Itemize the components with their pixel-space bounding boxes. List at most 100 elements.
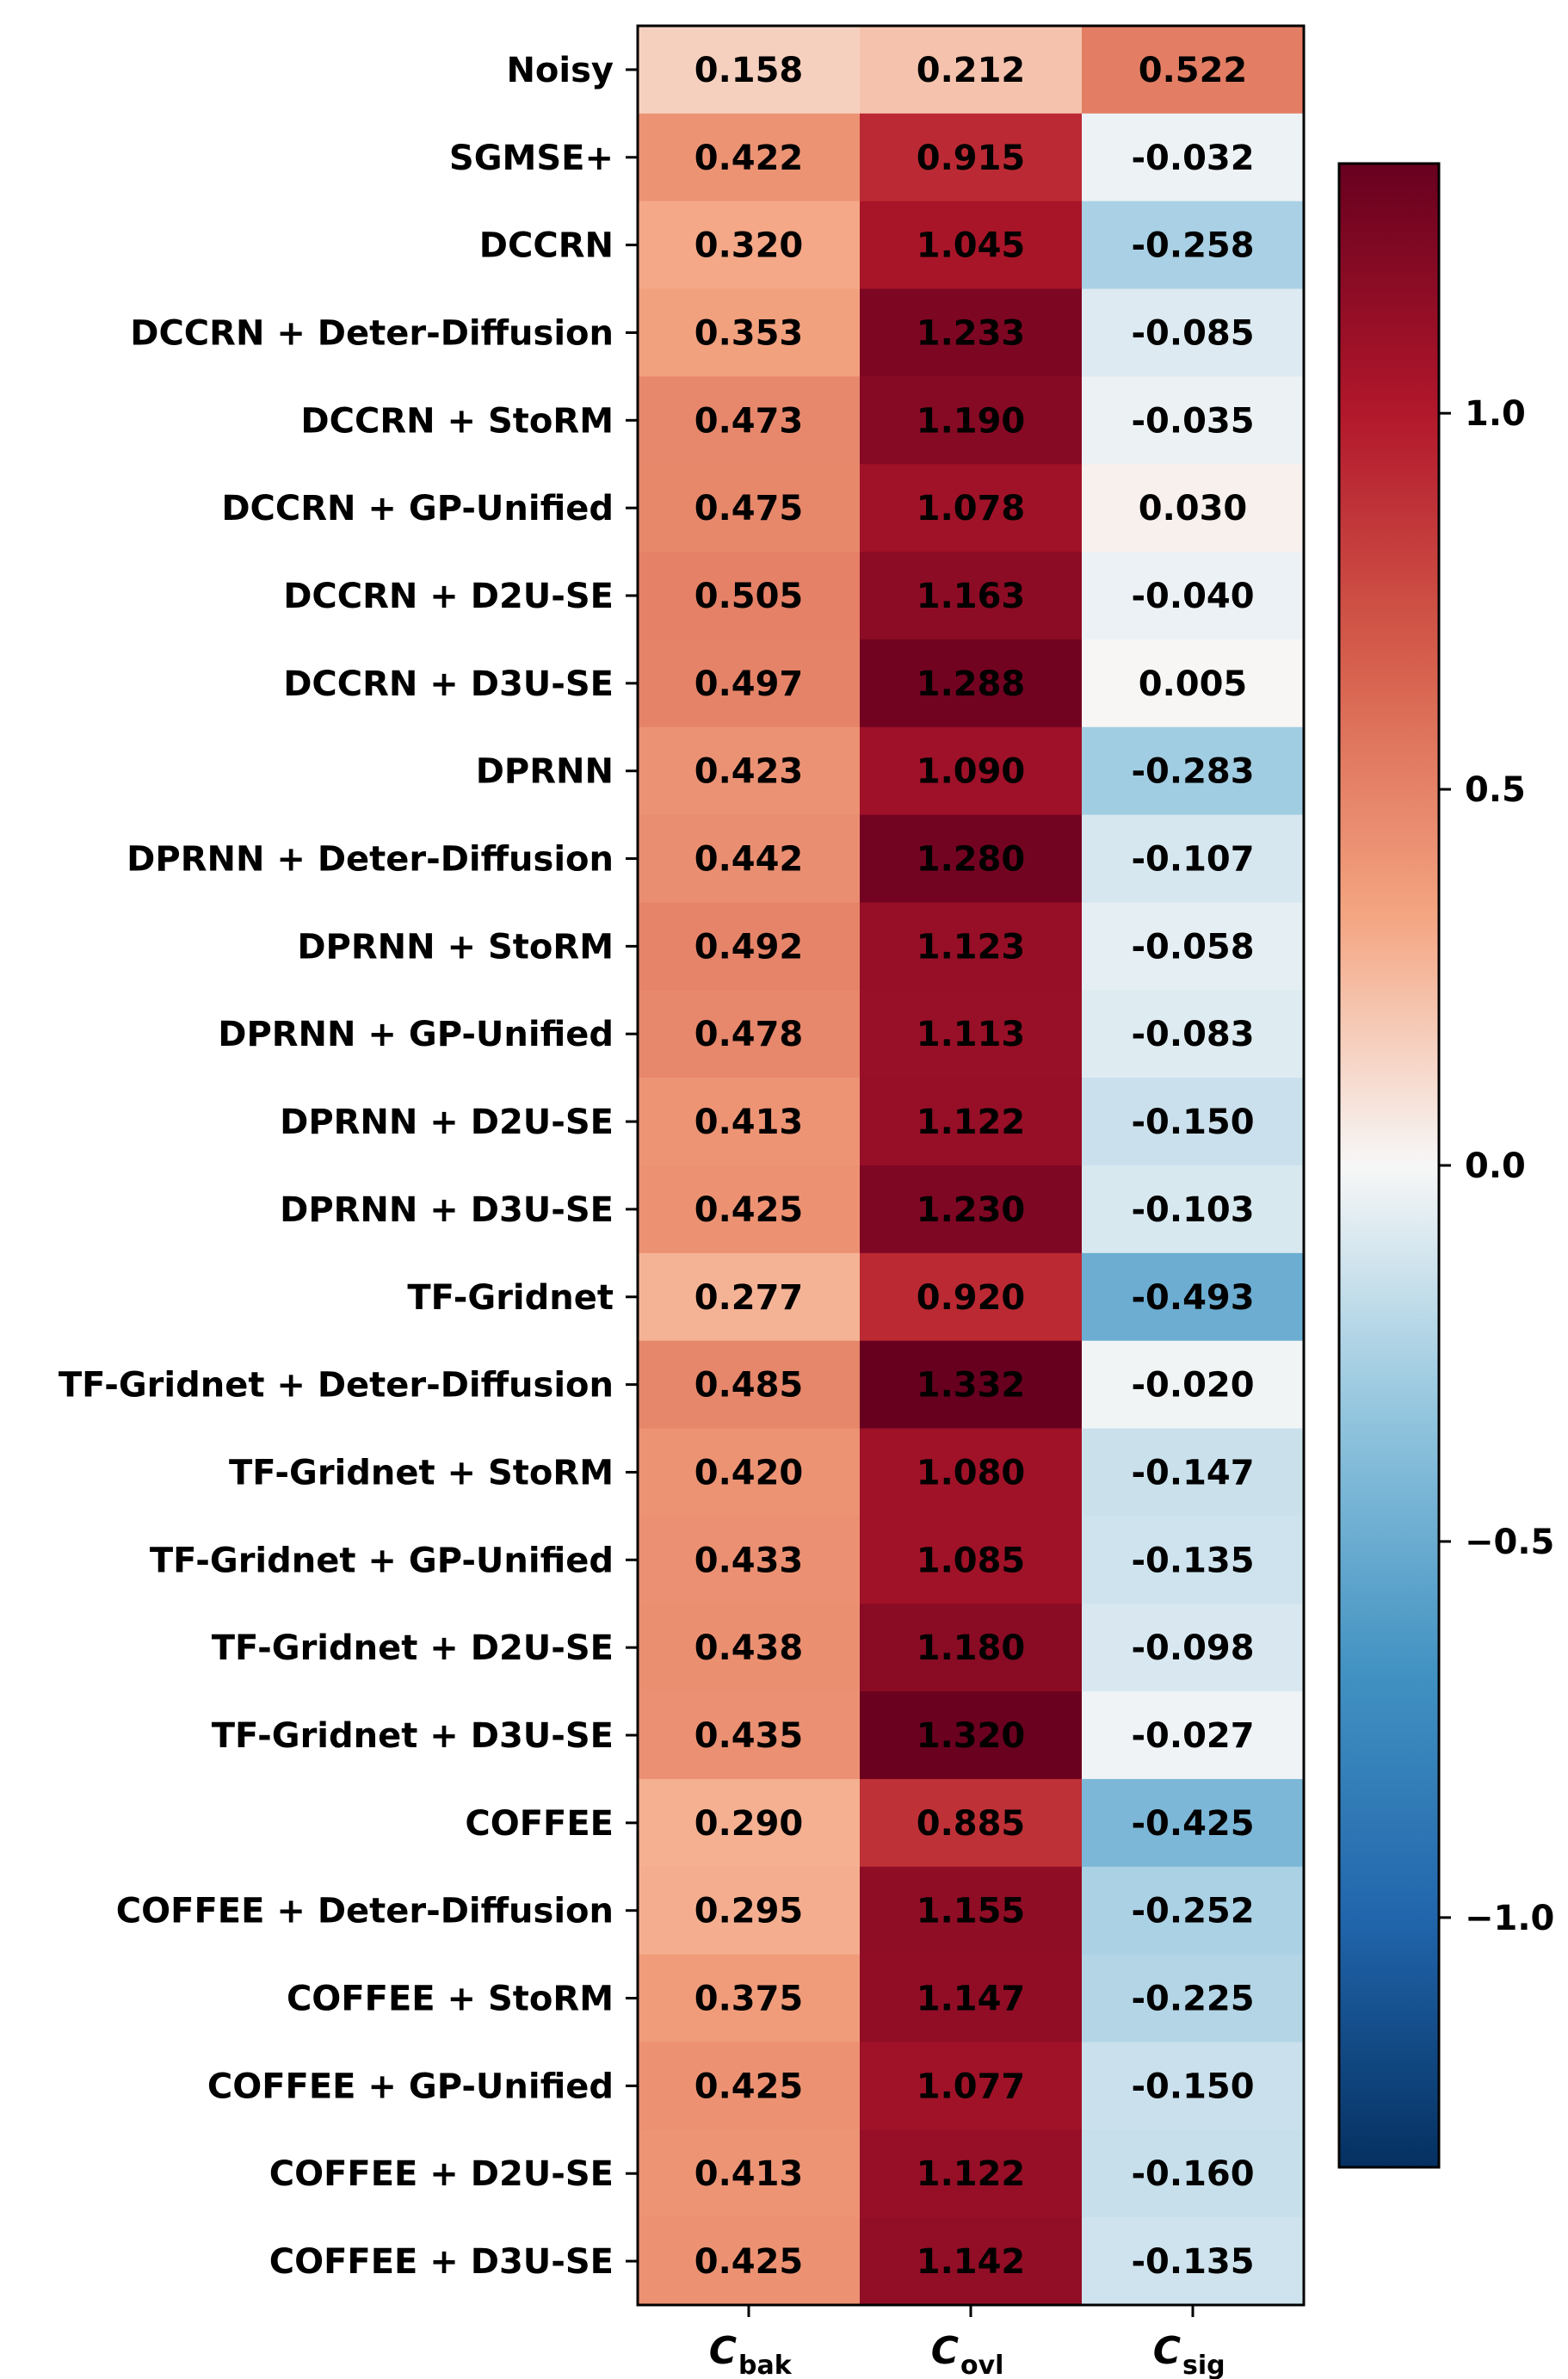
heatmap-cell bbox=[860, 1428, 1083, 1517]
cell-value-label: 0.425 bbox=[694, 2067, 804, 2106]
row-label: SGMSE+ bbox=[449, 139, 614, 178]
heatmap-cell bbox=[638, 1165, 861, 1254]
colorbar-tick-label: −1.0 bbox=[1465, 1899, 1554, 1938]
heatmap-cell bbox=[638, 288, 861, 377]
row-label: DCCRN + D3U-SE bbox=[283, 664, 614, 704]
cell-value-label: -0.098 bbox=[1131, 1628, 1254, 1668]
cell-value-label: -0.040 bbox=[1131, 577, 1254, 616]
row-label: COFFEE + StoRM bbox=[287, 1980, 614, 2019]
heatmap-cell bbox=[638, 464, 861, 553]
cell-value-label: 0.433 bbox=[694, 1541, 804, 1580]
heatmap-cell bbox=[860, 1252, 1083, 1342]
cell-value-label: 0.478 bbox=[694, 1015, 804, 1054]
heatmap-cell bbox=[860, 376, 1083, 465]
heatmap-cell bbox=[1082, 26, 1305, 114]
cell-value-label: 0.420 bbox=[694, 1453, 804, 1492]
cell-value-label: -0.135 bbox=[1131, 1541, 1254, 1580]
heatmap-cell bbox=[860, 2042, 1083, 2130]
heatmap-cell bbox=[860, 1340, 1083, 1430]
heatmap-cell bbox=[860, 26, 1083, 114]
heatmap-cell bbox=[1082, 1691, 1305, 1780]
heatmap-cell bbox=[860, 552, 1083, 640]
heatmap-cell bbox=[860, 1778, 1083, 1868]
cell-value-label: -0.150 bbox=[1131, 2067, 1254, 2106]
heatmap-cell bbox=[860, 814, 1083, 904]
heatmap-cell bbox=[638, 990, 861, 1078]
cell-value-label: 1.090 bbox=[917, 752, 1026, 792]
cell-value-label: 1.163 bbox=[917, 577, 1026, 616]
cell-value-label: -0.103 bbox=[1131, 1190, 1254, 1230]
cell-value-label: 1.155 bbox=[917, 1892, 1026, 1931]
cell-value-label: -0.425 bbox=[1131, 1804, 1254, 1844]
heatmap-cell bbox=[1082, 113, 1305, 202]
cell-value-label: 0.425 bbox=[694, 1190, 804, 1230]
column-label-main: C bbox=[709, 2329, 737, 2373]
heatmap-cell bbox=[860, 1954, 1083, 2043]
heatmap-cell bbox=[860, 113, 1083, 202]
heatmap-cell bbox=[1082, 902, 1305, 991]
row-label: DCCRN bbox=[479, 226, 614, 266]
colorbar-ticks: 1.0 0.5 0.0 −0.5 −1.0 bbox=[1439, 394, 1554, 1938]
cell-value-label: 0.005 bbox=[1139, 664, 1248, 704]
cell-value-label: 0.212 bbox=[917, 51, 1026, 90]
row-label: COFFEE + D3U-SE bbox=[269, 2242, 614, 2282]
heatmap-cell bbox=[638, 26, 861, 114]
row-label: DCCRN + Deter-Diffusion bbox=[130, 313, 614, 353]
cell-value-label: 0.320 bbox=[694, 226, 804, 266]
cell-value-label: -0.283 bbox=[1131, 752, 1254, 792]
column-label-main: C bbox=[931, 2329, 959, 2373]
column-label-sub: sig bbox=[1182, 2351, 1225, 2379]
heatmap-cell bbox=[638, 1954, 861, 2043]
row-label: DPRNN bbox=[476, 752, 614, 792]
heatmap-cell bbox=[1082, 552, 1305, 640]
colorbar-tick-label: −0.5 bbox=[1465, 1523, 1554, 1562]
cell-value-label: 1.230 bbox=[917, 1190, 1026, 1230]
cell-value-label: -0.032 bbox=[1131, 139, 1254, 178]
heatmap-cell bbox=[638, 1866, 861, 1956]
heatmap-cell bbox=[1082, 1604, 1305, 1692]
heatmap-cell bbox=[1082, 2042, 1305, 2130]
heatmap-cell bbox=[1082, 814, 1305, 904]
cell-value-label: 0.375 bbox=[694, 1980, 804, 2019]
heatmap-cell bbox=[638, 2042, 861, 2130]
cell-value-label: 1.122 bbox=[917, 2154, 1026, 2194]
cell-value-label: 1.320 bbox=[917, 1716, 1026, 1756]
heatmap-cell bbox=[860, 2129, 1083, 2218]
cell-value-label: 0.915 bbox=[917, 139, 1026, 178]
cell-value-label: 0.423 bbox=[694, 752, 804, 792]
row-label: COFFEE + GP-Unified bbox=[207, 2067, 614, 2106]
column-label-sub: bak bbox=[738, 2351, 793, 2379]
cell-value-label: 1.085 bbox=[917, 1541, 1026, 1580]
heatmap-cell bbox=[638, 1691, 861, 1780]
heatmap-cell bbox=[1082, 201, 1305, 290]
heatmap-cell bbox=[638, 376, 861, 465]
cell-value-label: 0.413 bbox=[694, 2154, 804, 2194]
cell-value-label: 0.522 bbox=[1139, 51, 1248, 90]
cell-value-label: 1.147 bbox=[917, 1980, 1026, 2019]
row-label: DCCRN + GP-Unified bbox=[221, 489, 614, 528]
cell-value-label: 1.190 bbox=[917, 401, 1026, 441]
colorbar: 1.0 0.5 0.0 −0.5 −1.0 bbox=[1337, 162, 1554, 2169]
row-label: TF-Gridnet + StoRM bbox=[229, 1453, 614, 1492]
cell-value-label: 0.920 bbox=[917, 1278, 1026, 1318]
heatmap-cell bbox=[638, 902, 861, 991]
cell-value-label: 0.473 bbox=[694, 401, 804, 441]
heatmap-cell bbox=[860, 288, 1083, 377]
heatmap-cell bbox=[860, 1516, 1083, 1604]
row-label: TF-Gridnet + GP-Unified bbox=[150, 1541, 614, 1580]
heatmap-cells: 0.158 0.212 0.522 0.422 0.915 -0.032 0.320 1.04… bbox=[638, 26, 1305, 2306]
cell-value-label: -0.225 bbox=[1131, 1980, 1254, 2019]
cell-value-label: 0.497 bbox=[694, 664, 804, 704]
heatmap-cell bbox=[860, 1866, 1083, 1956]
row-label: DCCRN + D2U-SE bbox=[283, 577, 614, 616]
cell-value-label: -0.083 bbox=[1131, 1015, 1254, 1054]
heatmap-cell bbox=[1082, 1165, 1305, 1254]
heatmap-cell bbox=[1082, 1340, 1305, 1430]
row-label: DPRNN + GP-Unified bbox=[218, 1015, 614, 1054]
cell-value-label: 1.332 bbox=[917, 1366, 1026, 1406]
cell-value-label: 1.045 bbox=[917, 226, 1026, 266]
heatmap-cell bbox=[1082, 1428, 1305, 1517]
cell-value-label: -0.493 bbox=[1131, 1278, 1254, 1318]
